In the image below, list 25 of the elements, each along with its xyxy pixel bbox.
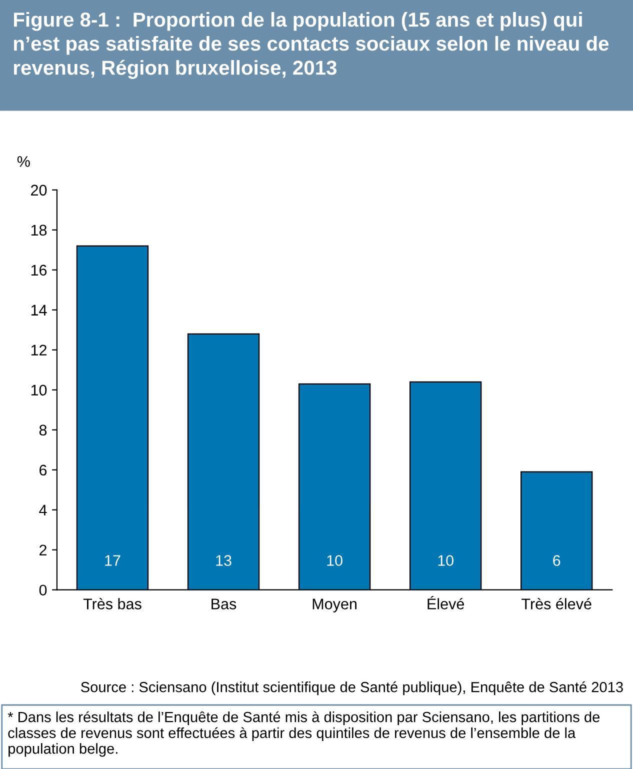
y-tick-label: 18 <box>31 224 47 236</box>
x-tick-label: Bas <box>212 598 236 610</box>
source-note: Source : Sciensano (Institut scientifique de Santé publique), Enquête de Santé 2013 <box>81 681 623 696</box>
y-tick-label: 4 <box>39 504 47 516</box>
data-label: 17 <box>105 555 120 566</box>
y-axis-title: % <box>17 156 30 167</box>
text: * Dans les résultats de l’Enquête de Santé mis à disposition par Sciensano, les partitions de classes de revenus sont effectuées à partir des quintiles de revenus de l’ensemble de la population belge. <box>8 711 600 757</box>
y-tick-label: 20 <box>31 184 47 196</box>
x-tick-label: Très bas <box>83 598 142 610</box>
y-tick-label: 10 <box>31 384 47 396</box>
chart-title: Figure 8-1 : Proportion de la population (15 ans et plus) qui n’est pas satisfaite de ses contacts sociaux selon le niveau de revenus, Région bruxelloise, 2013 <box>14 12 609 79</box>
y-tick-label: 0 <box>39 584 47 596</box>
data-label: 6 <box>553 555 560 566</box>
data-label: 13 <box>216 555 232 566</box>
x-tick-label: Élevé <box>428 596 464 610</box>
x-tick-label: Moyen <box>312 598 356 612</box>
data-label: 10 <box>327 555 342 566</box>
x-tick-label: Très élevé <box>522 598 592 610</box>
y-tick-label: 6 <box>40 464 47 476</box>
y-tick-label: 16 <box>31 264 47 276</box>
data-label: 10 <box>438 555 454 566</box>
y-tick-label: 14 <box>31 304 47 316</box>
y-tick-label: 8 <box>39 424 47 436</box>
y-tick-label: 2 <box>40 544 46 556</box>
y-tick-label: 12 <box>31 344 46 356</box>
